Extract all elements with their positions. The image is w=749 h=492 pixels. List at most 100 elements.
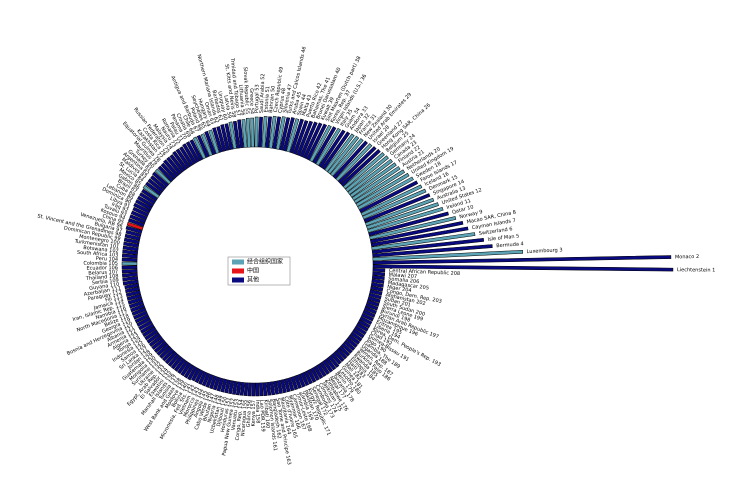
bar xyxy=(224,123,234,150)
bar xyxy=(367,206,444,233)
bar-label: Bahrain 50 xyxy=(268,85,277,113)
bar-label: Switzerland 6 xyxy=(478,226,512,237)
bar xyxy=(368,211,449,237)
bar xyxy=(341,342,353,354)
bar xyxy=(371,232,476,251)
bar-label: Monaco 2 xyxy=(675,254,699,260)
bar xyxy=(153,340,168,353)
bar-label: Fiji 113 xyxy=(105,294,124,304)
bar xyxy=(309,124,332,163)
bar-label: Turkmenistan 101 xyxy=(73,238,119,250)
bar xyxy=(289,118,304,154)
bar xyxy=(356,322,369,332)
legend-label: 经合组织国家 xyxy=(247,258,283,266)
bar xyxy=(127,297,143,305)
bar xyxy=(138,320,153,331)
bar-label: Vanuatu 153 xyxy=(231,398,241,430)
bar xyxy=(146,332,161,344)
bar-label: Cyprus 48 xyxy=(277,88,287,114)
bar xyxy=(140,323,155,334)
bar-label: Guyana 110 xyxy=(89,282,120,292)
bar xyxy=(338,345,351,357)
bar-label: Botswana 102 xyxy=(83,245,119,255)
bar xyxy=(362,188,427,220)
bar xyxy=(179,146,194,167)
bar xyxy=(343,340,356,351)
bar xyxy=(366,202,439,230)
bar xyxy=(228,380,235,395)
bar xyxy=(254,116,259,148)
bar xyxy=(258,116,263,148)
bar xyxy=(340,149,381,187)
bar xyxy=(243,382,249,397)
bar xyxy=(212,376,221,391)
bar xyxy=(167,353,180,367)
bar xyxy=(161,348,175,362)
bar-label: Saudi Arabia 52 xyxy=(259,73,267,113)
bar xyxy=(182,143,197,165)
bar xyxy=(121,265,138,270)
bar xyxy=(275,116,286,150)
bar xyxy=(216,377,224,392)
bar xyxy=(310,367,320,381)
bar xyxy=(372,249,524,261)
bar xyxy=(163,159,180,178)
bar-label: Norway 9 xyxy=(459,209,483,220)
bar xyxy=(127,218,145,228)
bar xyxy=(196,134,210,158)
bar xyxy=(272,116,282,150)
bar xyxy=(283,378,291,393)
legend-label: 其他 xyxy=(247,276,259,284)
bar xyxy=(125,286,140,294)
bar xyxy=(321,131,351,170)
bar xyxy=(354,325,367,336)
bar-label: Liechtenstein 1 xyxy=(677,267,715,273)
bar-label: Somalia 206 xyxy=(388,276,420,285)
bar xyxy=(151,337,165,350)
bar xyxy=(130,303,146,313)
bar xyxy=(370,282,384,288)
bar-label: Latvia 59 xyxy=(222,95,232,119)
bar xyxy=(185,141,200,163)
bar xyxy=(169,154,185,173)
bar xyxy=(122,276,139,282)
bar xyxy=(177,360,189,375)
bar xyxy=(372,255,672,265)
bar xyxy=(261,116,268,148)
bar xyxy=(128,300,144,309)
bar xyxy=(220,378,228,393)
bar xyxy=(302,122,323,159)
bar xyxy=(150,175,167,190)
bar xyxy=(145,181,163,196)
bar xyxy=(369,289,383,296)
bar xyxy=(355,172,410,207)
bar xyxy=(172,150,188,171)
bar-label: Slovak Republic 55 xyxy=(242,67,250,115)
bar-label: Ecuador 106 xyxy=(86,265,118,272)
bar-label: Peru 104 xyxy=(96,256,119,263)
bar xyxy=(287,377,295,392)
bar-label: Uruguay 60 xyxy=(216,91,228,121)
bar xyxy=(122,249,139,255)
bar xyxy=(142,184,160,199)
bar xyxy=(371,237,485,254)
bar xyxy=(293,374,302,389)
bar xyxy=(232,380,238,395)
bar xyxy=(135,199,153,211)
bar xyxy=(318,129,346,168)
bar xyxy=(268,115,277,149)
bar xyxy=(363,193,431,223)
bar-label: Bangladesh 162 xyxy=(270,398,282,439)
bar xyxy=(290,376,299,391)
bar xyxy=(133,310,148,320)
bar xyxy=(144,329,159,341)
bar xyxy=(273,380,280,395)
legend-swatch xyxy=(232,268,244,274)
bar xyxy=(164,351,178,365)
bar xyxy=(175,148,191,169)
bar xyxy=(333,350,345,363)
bar xyxy=(134,313,150,324)
bar xyxy=(235,381,242,396)
bar xyxy=(192,136,207,160)
